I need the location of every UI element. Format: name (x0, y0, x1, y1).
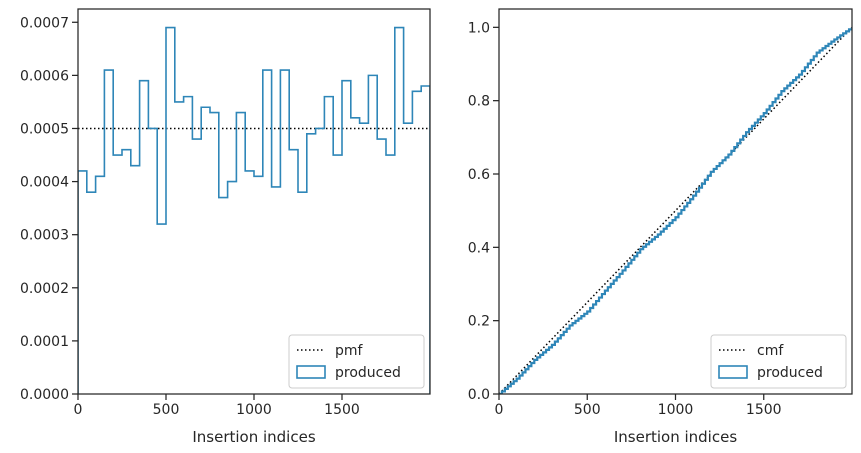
y-tick-label: 0.0003 (20, 228, 69, 244)
x-tick-label: 0 (74, 402, 83, 418)
y-tick-label: 0.2 (468, 314, 490, 330)
x-tick-label: 0 (495, 402, 504, 418)
series-produced-histogram (78, 26, 430, 394)
x-axis-label: Insertion indices (192, 428, 315, 446)
legend-label-pmf: pmf (335, 343, 364, 359)
legend-box (288, 334, 425, 389)
y-tick-label: 0.6 (468, 167, 490, 183)
cmf-line-panel: 0 500 1000 1500 0.0 0.2 0.4 0.6 0.8 1.0 Insertion … (468, 8, 853, 446)
legend-swatch-produced (718, 365, 748, 379)
pmf-histogram-panel: 0 500 1000 1500 0.0000 0.0001 0.0002 0.0003 0.00… (20, 8, 431, 446)
y-tick-label: 0.0 (468, 387, 490, 403)
x-tick-label: 500 (574, 402, 601, 418)
legend-label-produced: produced (335, 365, 401, 381)
legend: cmf produced (710, 334, 847, 389)
y-tick-label: 1.0 (468, 20, 490, 36)
y-tick-label: 0.0002 (20, 281, 69, 297)
plot-area (499, 26, 852, 394)
plot-area (78, 26, 430, 394)
x-axis-label: Insertion indices (614, 428, 737, 446)
series-produced-line (499, 27, 852, 394)
y-tick-label: 0.8 (468, 94, 490, 110)
legend-label-produced: produced (757, 365, 823, 381)
x-tick-label: 500 (153, 402, 180, 418)
y-tick-label: 0.0006 (20, 68, 69, 84)
legend: pmf produced (288, 334, 425, 389)
y-tick-label: 0.0000 (20, 387, 69, 403)
y-tick-label: 0.0004 (20, 175, 69, 191)
x-tick-label: 1000 (658, 402, 694, 418)
x-tick-label: 1500 (746, 402, 782, 418)
y-tick-label: 0.0001 (20, 334, 69, 350)
x-tick-label: 1000 (236, 402, 272, 418)
y-tick-label: 0.0007 (20, 15, 69, 31)
x-tick-label: 1500 (324, 402, 360, 418)
series-cmf-line (499, 26, 852, 394)
legend-box (710, 334, 847, 389)
legend-swatch-produced (296, 365, 326, 379)
legend-label-cmf: cmf (757, 343, 784, 359)
y-tick-label: 0.4 (468, 240, 490, 256)
y-tick-label: 0.0005 (20, 121, 69, 137)
